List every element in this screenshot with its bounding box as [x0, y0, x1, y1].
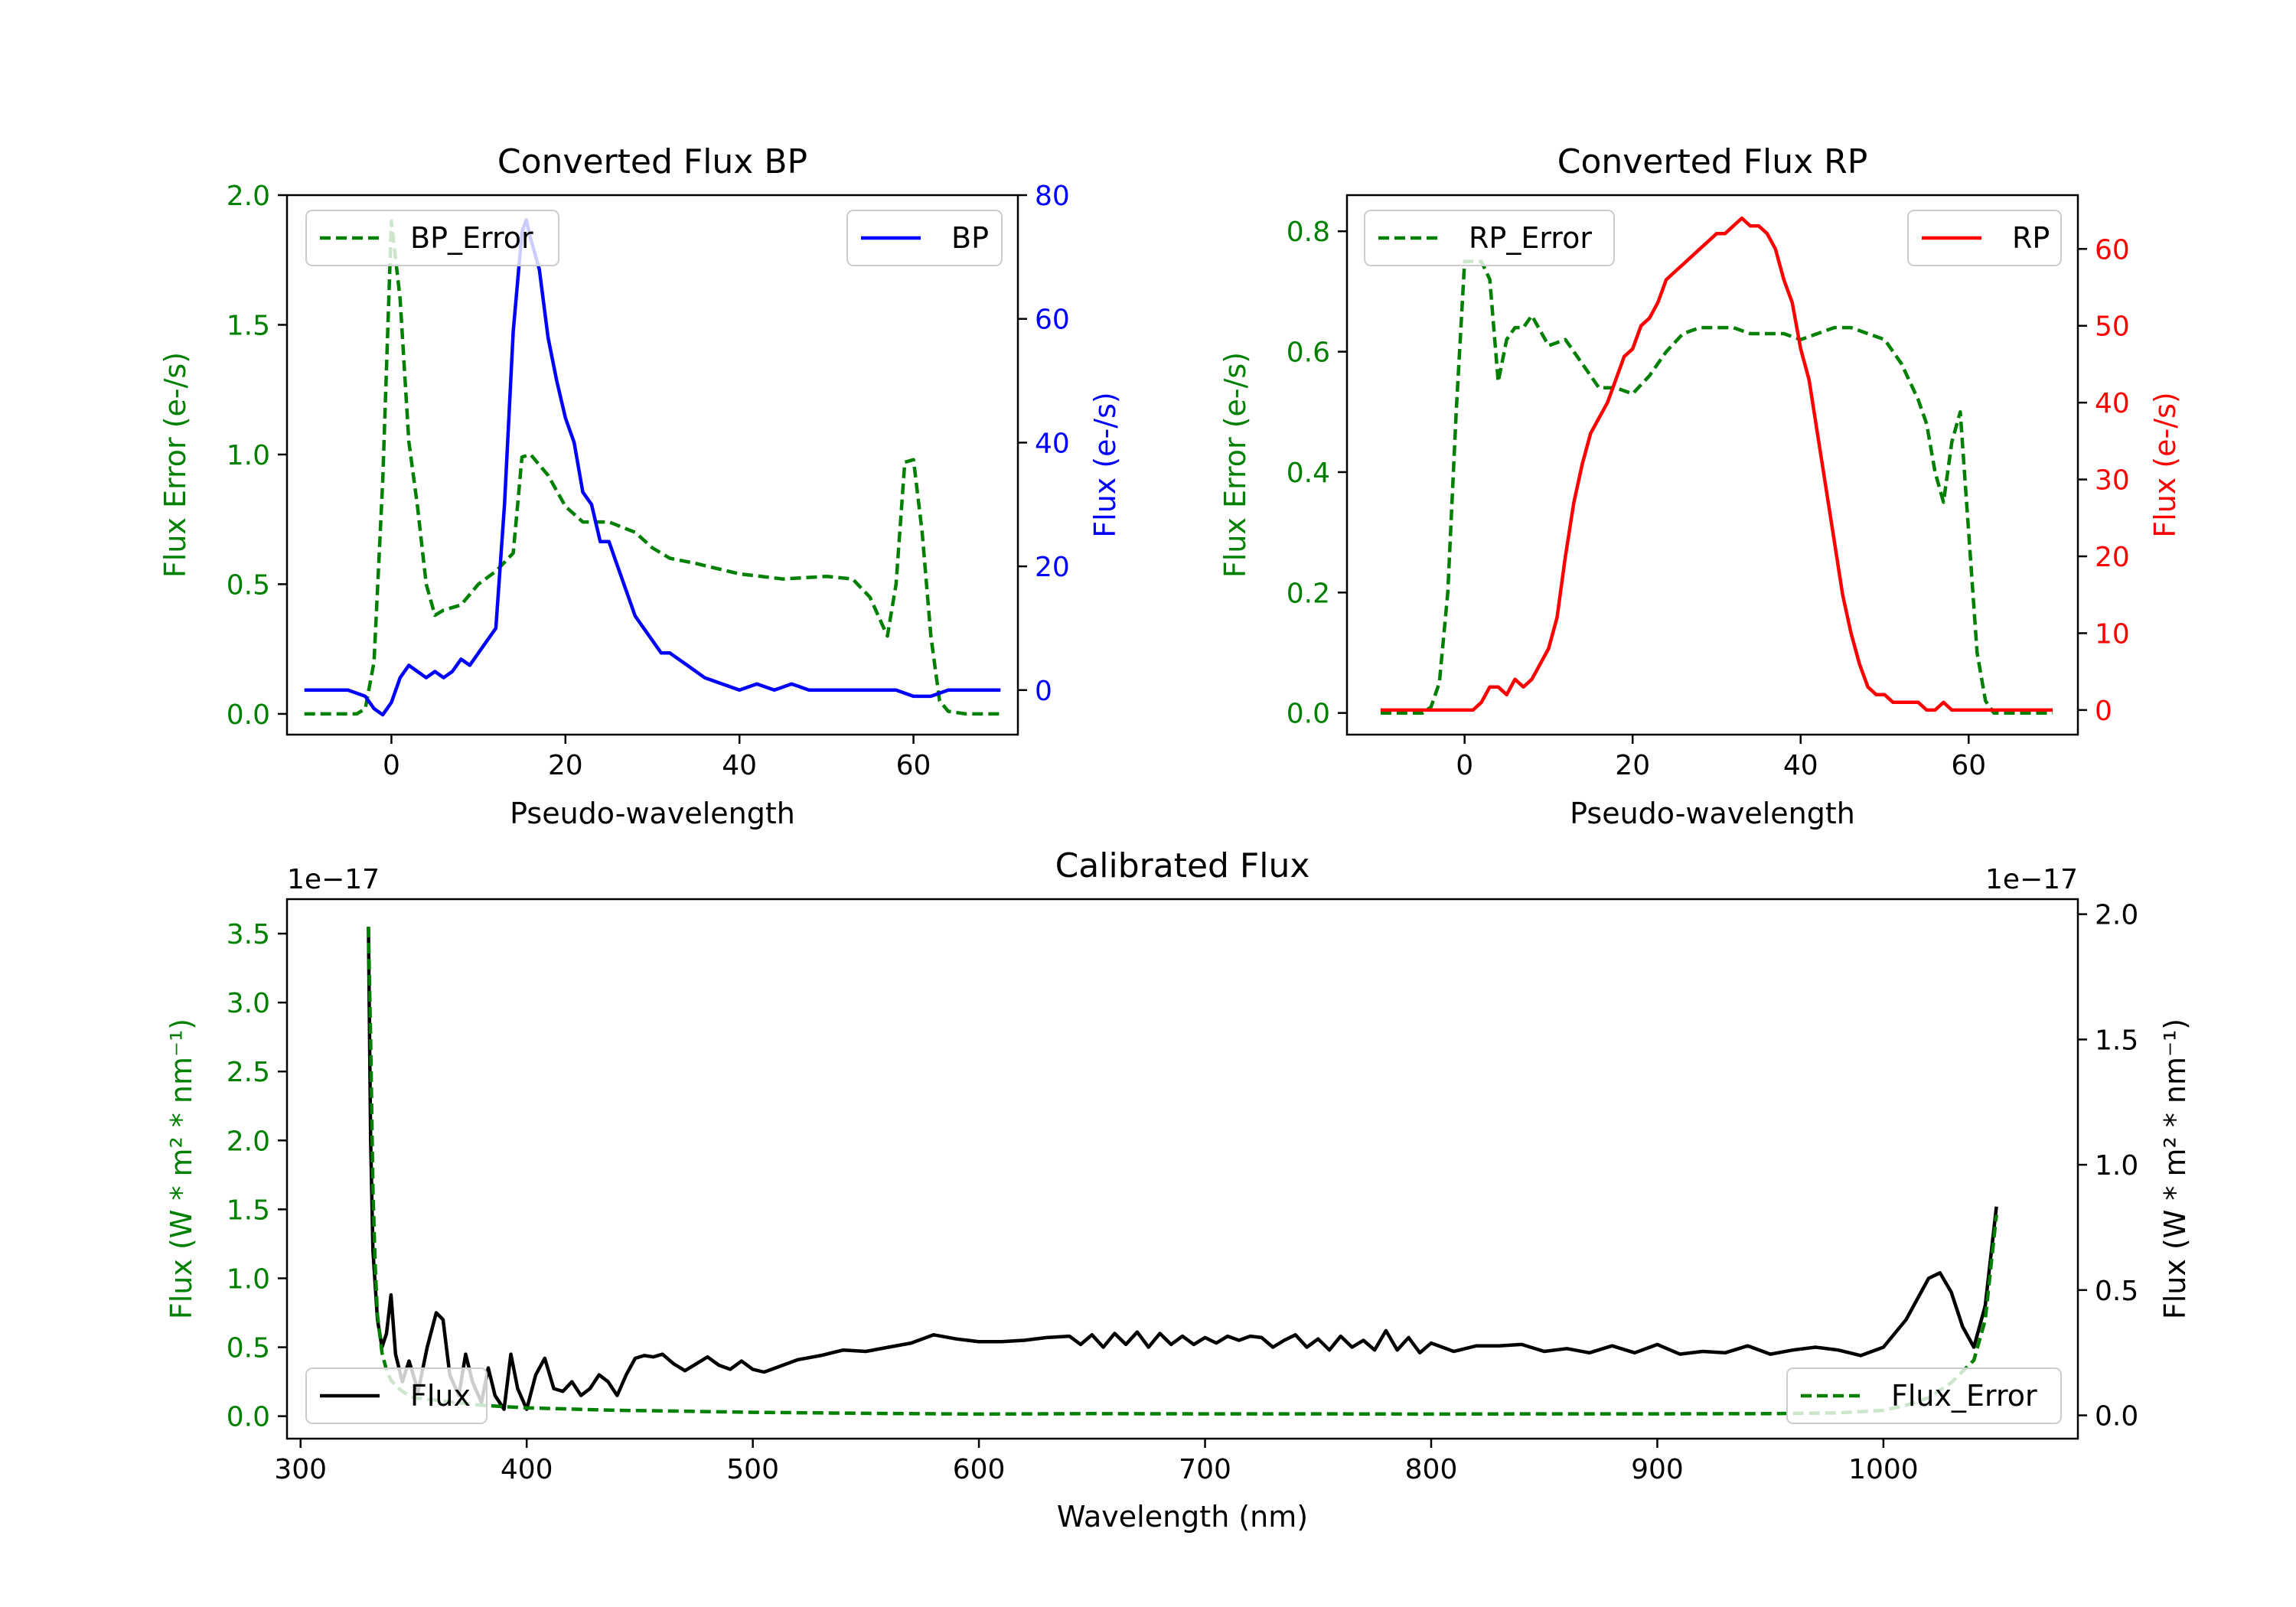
y-left-tick-label: 2.5 [227, 1057, 270, 1088]
y-left-tick-label: 0.5 [227, 1333, 270, 1364]
y-right-axis-label: Flux (e-/s) [1088, 392, 1122, 537]
y-left-tick-label: 0.0 [227, 1402, 270, 1433]
y-right-tick-label: 0 [1035, 676, 1052, 707]
series-line-rp-error [1380, 259, 2053, 715]
chart-panel-2: Converted Flux RP 0 20 40 60 0.0 0.2 0.4 0.6 0.8 0… [1218, 142, 2182, 830]
y-left-tick-label: 0.8 [1287, 217, 1330, 248]
y-left-tick-label: 1.5 [227, 1195, 270, 1226]
y-right-tick-label: 60 [1035, 305, 1070, 336]
y-right-tick-label: 0 [2095, 696, 2112, 727]
y-left-tick-label: 1.0 [227, 1263, 270, 1295]
x-axis-label: Pseudo-wavelength [510, 797, 795, 830]
y-right-tick-label: 30 [2095, 465, 2130, 497]
y-left-tick-label: 2.0 [227, 1126, 270, 1157]
y-left-tick-label: 1.0 [227, 440, 270, 471]
y-left-tick-label: 0.5 [227, 569, 270, 601]
legend-label: RP [2012, 221, 2050, 255]
y-right-tick-label: 20 [2095, 542, 2130, 573]
legend-box [305, 1367, 488, 1424]
x-tick-label: 900 [1631, 1454, 1684, 1485]
y-left-tick-label: 2.0 [227, 181, 270, 212]
y-left-tick-label: 0.4 [1287, 458, 1330, 489]
y-right-tick-label: 1.0 [2095, 1150, 2138, 1182]
x-tick-label: 700 [1179, 1454, 1231, 1485]
y-right-tick-label: 20 [1035, 552, 1070, 583]
x-tick-label: 500 [726, 1454, 779, 1485]
legend-box [1786, 1367, 2062, 1424]
legend-left: BP_Error [305, 210, 559, 266]
y-right-tick-label: 40 [2095, 388, 2130, 419]
y-right-axis-label: Flux (e-/s) [2148, 392, 2182, 537]
series-line-bp [304, 218, 1001, 717]
x-tick-label: 1000 [1848, 1454, 1919, 1485]
legend-right: BP [846, 210, 1003, 266]
axes-frame [285, 194, 1019, 736]
y-right-tick-label: 0.0 [2095, 1401, 2138, 1433]
legend-label: Flux_Error [1891, 1379, 2037, 1413]
y-right-tick-label: 60 [2095, 234, 2130, 266]
y-left-axis-label: Flux Error (e-/s) [158, 352, 192, 578]
legend-box [1907, 210, 2062, 266]
x-tick-label: 60 [896, 750, 931, 781]
legend-label: RP_Error [1469, 221, 1592, 255]
y-left-axis-label: Flux (W * m² * nm⁻¹) [165, 1019, 198, 1319]
y-right-tick-label: 80 [1035, 181, 1070, 212]
y-left-offset-label: 1e−17 [287, 864, 380, 895]
y-right-tick-label: 40 [1035, 428, 1070, 459]
series-line-flux-error [367, 926, 1998, 1416]
chart-title: Calibrated Flux [1055, 846, 1310, 885]
y-right-tick-label: 0.5 [2095, 1276, 2138, 1307]
x-axis-label: Wavelength (nm) [1057, 1500, 1308, 1534]
chart-panel-3: Calibrated Flux 300 400 500 600 700 800 900 1000… [165, 846, 2192, 1534]
legend-right: RP [1907, 210, 2062, 266]
x-tick-label: 300 [274, 1454, 327, 1485]
y-left-tick-label: 3.0 [227, 988, 270, 1019]
legend-box [305, 210, 559, 266]
x-tick-label: 60 [1951, 750, 1986, 781]
x-tick-label: 600 [953, 1454, 1006, 1485]
y-right-tick-label: 1.5 [2095, 1025, 2138, 1056]
y-right-tick-label: 10 [2095, 618, 2130, 650]
y-left-axis-label: Flux Error (e-/s) [1218, 352, 1252, 578]
x-tick-label: 40 [722, 750, 757, 781]
y-right-axis-label: Flux (W * m² * nm⁻¹) [2158, 1019, 2192, 1319]
axes-frame [1345, 194, 2079, 736]
series-line-flux [367, 926, 1998, 1411]
x-tick-label: 800 [1405, 1454, 1458, 1485]
legend-box [846, 210, 1003, 266]
legend-label: Flux [410, 1379, 471, 1413]
y-right-tick-label: 2.0 [2095, 900, 2138, 931]
y-left-tick-label: 0.0 [1287, 699, 1330, 730]
series-line-rp [1380, 216, 2053, 712]
x-tick-label: 20 [1615, 750, 1650, 781]
legend-box [1364, 210, 1615, 266]
legend-left: Flux [305, 1367, 488, 1424]
x-tick-label: 0 [383, 750, 400, 781]
y-left-tick-label: 0.0 [227, 699, 270, 731]
chart-panel-1: Converted Flux BP 0 20 40 60 0.0 0.5 1.0 1.5 2.0 0… [158, 142, 1122, 830]
legend-label: BP [951, 221, 989, 255]
x-tick-label: 400 [501, 1454, 553, 1485]
x-tick-label: 40 [1783, 750, 1818, 781]
y-right-tick-label: 50 [2095, 311, 2130, 343]
x-tick-label: 0 [1456, 750, 1473, 781]
y-left-tick-label: 1.5 [227, 310, 270, 341]
x-axis-label: Pseudo-wavelength [1570, 797, 1855, 830]
axes-frame [285, 898, 2079, 1440]
chart-title: Converted Flux BP [497, 142, 807, 181]
chart-title: Converted Flux RP [1557, 142, 1868, 181]
y-left-tick-label: 3.5 [227, 919, 270, 950]
y-left-tick-label: 0.6 [1287, 337, 1330, 369]
legend-right: Flux_Error [1786, 1367, 2062, 1424]
y-left-tick-label: 0.2 [1287, 578, 1330, 609]
legend-label: BP_Error [410, 221, 533, 255]
legend-left: RP_Error [1364, 210, 1615, 266]
x-tick-label: 20 [548, 750, 583, 781]
y-right-offset-label: 1e−17 [1985, 864, 2078, 895]
